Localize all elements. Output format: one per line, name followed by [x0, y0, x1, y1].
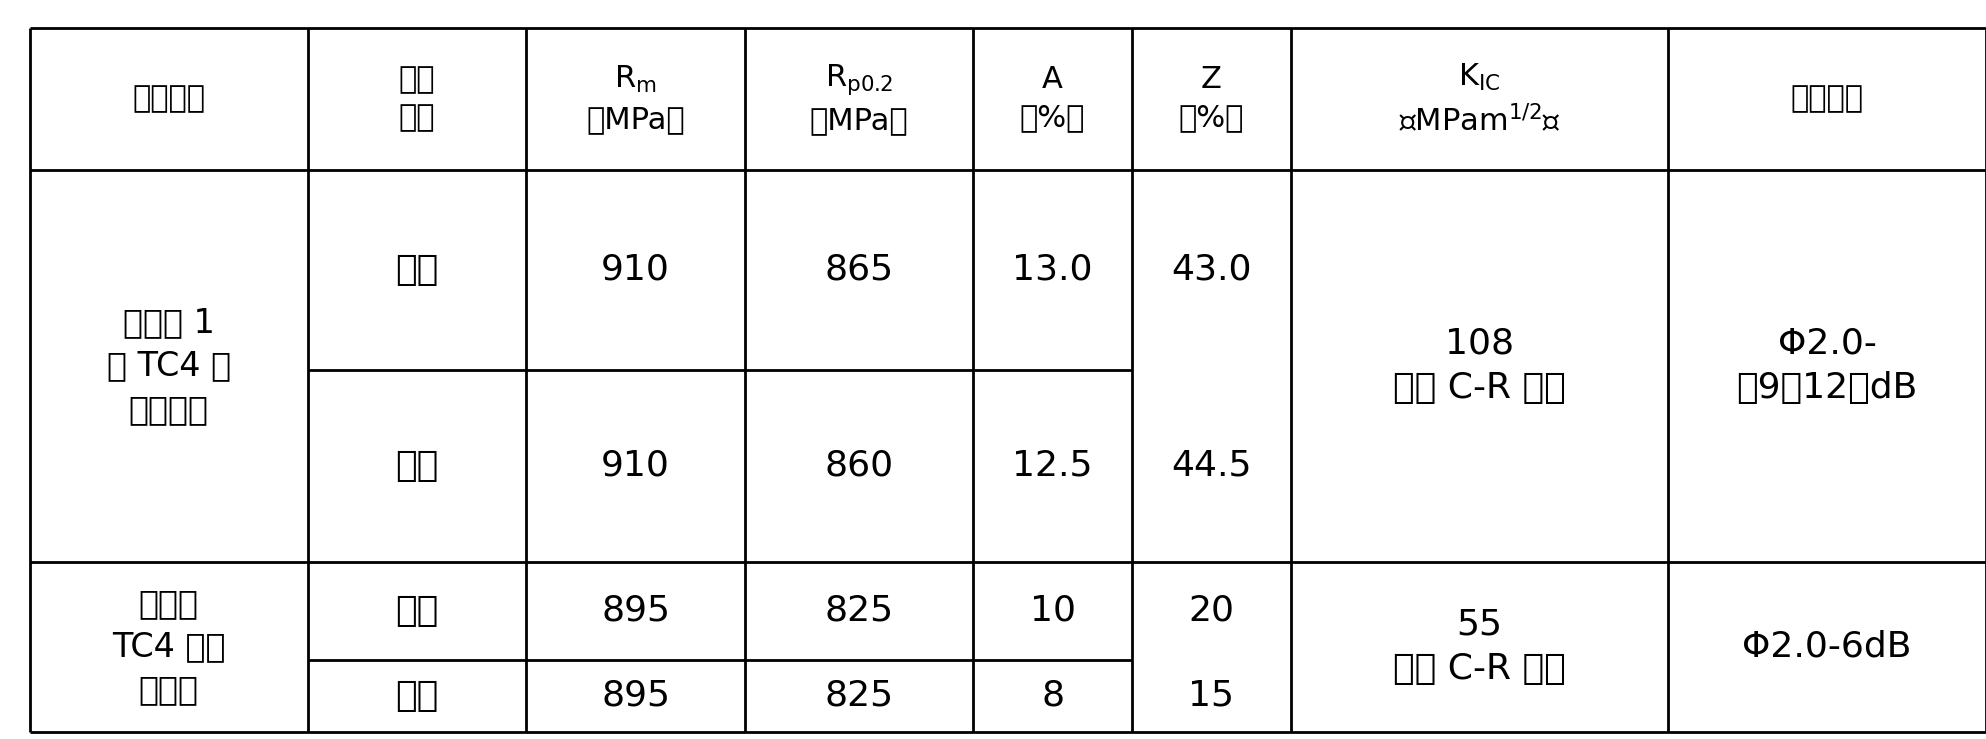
Text: 55
缺口 C-R 方向: 55 缺口 C-R 方向 — [1394, 607, 1565, 686]
Text: 纵向: 纵向 — [395, 253, 439, 287]
Text: 20: 20 — [1188, 593, 1235, 628]
Text: 865: 865 — [824, 253, 894, 287]
Text: 纵向: 纵向 — [395, 593, 439, 628]
Text: 13.0: 13.0 — [1013, 253, 1092, 287]
Text: 910: 910 — [602, 253, 669, 287]
Text: 860: 860 — [824, 449, 894, 483]
Text: 现有的
TC4 大规
格棒材: 现有的 TC4 大规 格棒材 — [111, 587, 226, 706]
Text: 825: 825 — [824, 593, 894, 628]
Text: 108
缺口 C-R 方向: 108 缺口 C-R 方向 — [1394, 327, 1565, 405]
Text: 910: 910 — [602, 449, 669, 483]
Text: 895: 895 — [602, 678, 669, 713]
Text: Φ2.0-
（9～12）dB: Φ2.0- （9～12）dB — [1736, 327, 1918, 405]
Text: 实施例 1
的 TC4 大
规格棒材: 实施例 1 的 TC4 大 规格棒材 — [107, 306, 230, 426]
Text: 10: 10 — [1029, 593, 1076, 628]
Text: R$_\mathrm{p0.2}$
（MPa）: R$_\mathrm{p0.2}$ （MPa） — [810, 63, 908, 135]
Text: 825: 825 — [824, 678, 894, 713]
Text: Φ2.0-6dB: Φ2.0-6dB — [1742, 630, 1913, 664]
Text: 8: 8 — [1041, 678, 1064, 713]
Text: Z
（%）: Z （%） — [1180, 66, 1243, 132]
Text: 12.5: 12.5 — [1013, 449, 1092, 483]
Text: 锻造方法: 锻造方法 — [133, 84, 205, 114]
Text: 横向: 横向 — [395, 678, 439, 713]
Text: 取样
方向: 取样 方向 — [399, 66, 435, 132]
Text: A
（%）: A （%） — [1021, 66, 1084, 132]
Text: 杂波水平: 杂波水平 — [1791, 84, 1863, 114]
Text: 15: 15 — [1188, 678, 1235, 713]
Text: K$_\mathrm{IC}$
（MPam$^{1/2}$）: K$_\mathrm{IC}$ （MPam$^{1/2}$） — [1398, 61, 1561, 137]
Text: 横向: 横向 — [395, 449, 439, 483]
Text: 44.5: 44.5 — [1172, 449, 1251, 483]
Text: 895: 895 — [602, 593, 669, 628]
Text: 43.0: 43.0 — [1172, 253, 1251, 287]
Text: R$_\mathrm{m}$
（MPa）: R$_\mathrm{m}$ （MPa） — [586, 64, 685, 134]
